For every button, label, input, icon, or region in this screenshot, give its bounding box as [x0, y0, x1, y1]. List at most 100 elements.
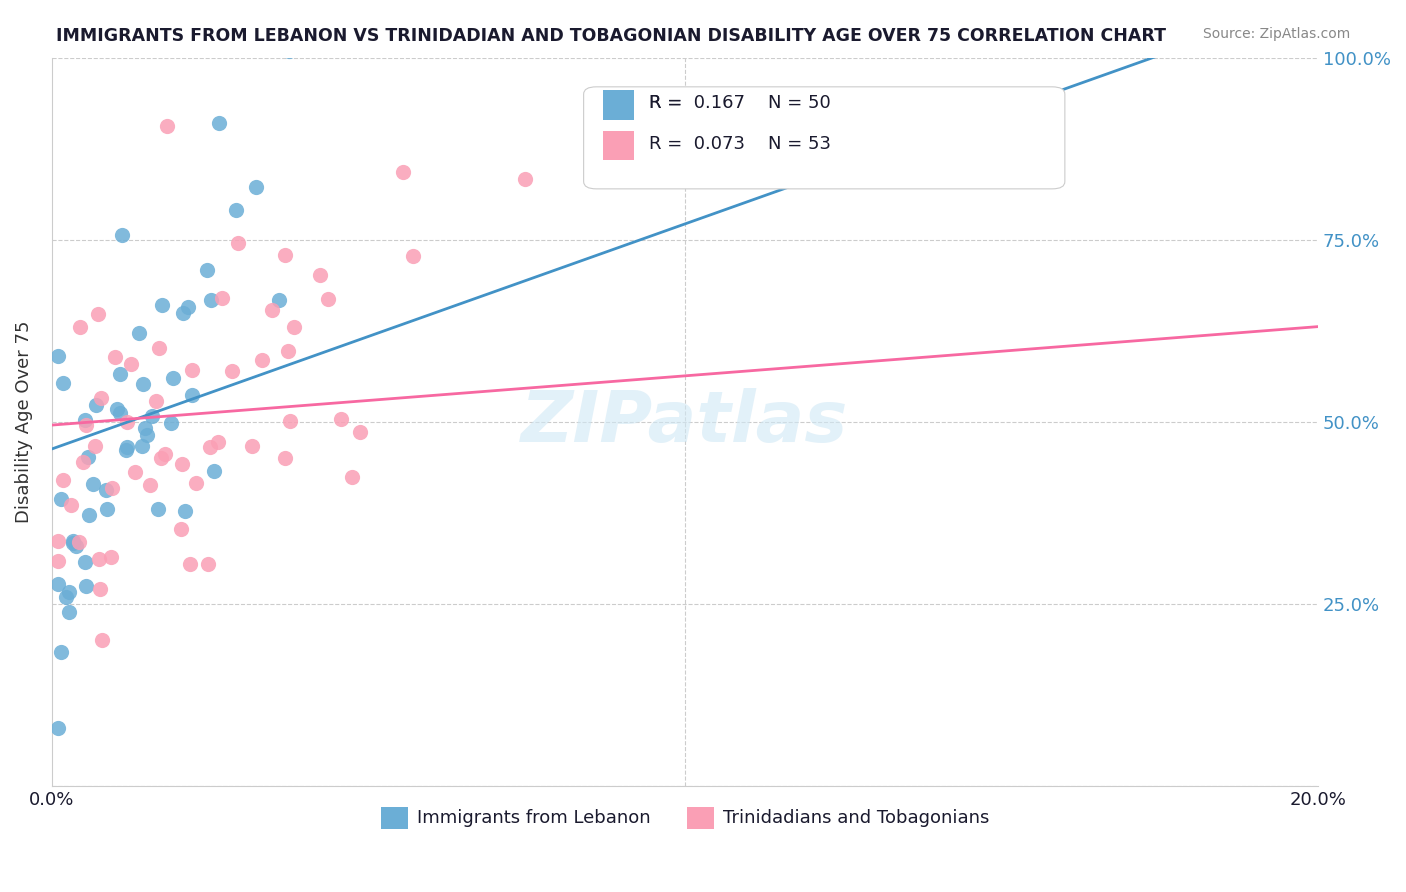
Point — [197, 557, 219, 571]
Point — [176, 300, 198, 314]
Point — [82, 476, 104, 491]
Point — [46, 349, 69, 363]
Point — [73, 555, 96, 569]
Point — [75, 578, 97, 592]
Point — [149, 451, 172, 466]
Point — [136, 427, 159, 442]
Point — [49, 492, 72, 507]
Point — [72, 455, 94, 469]
Point — [342, 470, 364, 484]
Point — [402, 249, 425, 263]
Point — [330, 411, 353, 425]
FancyBboxPatch shape — [583, 87, 1064, 189]
Point — [277, 343, 299, 358]
Point — [124, 465, 146, 479]
Point — [260, 303, 283, 318]
Point — [115, 415, 138, 429]
Point — [280, 414, 302, 428]
Point — [242, 439, 264, 453]
Point — [211, 291, 233, 305]
Point — [226, 235, 249, 250]
Point — [172, 457, 194, 471]
Point — [349, 425, 371, 439]
Point — [67, 535, 90, 549]
Point — [179, 557, 201, 571]
Point — [174, 504, 197, 518]
Point — [392, 165, 415, 179]
Point — [134, 421, 156, 435]
Point — [75, 418, 97, 433]
Point — [318, 293, 340, 307]
Point — [145, 394, 167, 409]
Point — [108, 367, 131, 381]
Point — [75, 413, 97, 427]
Text: IMMIGRANTS FROM LEBANON VS TRINIDADIAN AND TOBAGONIAN DISABILITY AGE OVER 75 COR: IMMIGRANTS FROM LEBANON VS TRINIDADIAN A… — [56, 27, 1166, 45]
Y-axis label: Disability Age Over 75: Disability Age Over 75 — [15, 321, 32, 524]
Point — [225, 202, 247, 217]
Point — [90, 391, 112, 405]
Point — [87, 307, 110, 321]
Point — [105, 402, 128, 417]
Point — [52, 473, 75, 487]
Point — [62, 534, 84, 549]
Point — [55, 590, 77, 604]
Point — [77, 450, 100, 464]
Point — [273, 450, 295, 465]
Point — [87, 552, 110, 566]
FancyBboxPatch shape — [603, 90, 634, 120]
Point — [332, 28, 354, 42]
FancyBboxPatch shape — [603, 130, 634, 160]
Point — [84, 439, 107, 453]
Point — [156, 120, 179, 134]
Text: R =  0.073    N = 53: R = 0.073 N = 53 — [650, 135, 831, 153]
Point — [170, 522, 193, 536]
Text: Source: ZipAtlas.com: Source: ZipAtlas.com — [1202, 27, 1350, 41]
Point — [138, 478, 160, 492]
Point — [131, 439, 153, 453]
Point — [162, 371, 184, 385]
Point — [308, 268, 330, 282]
Point — [46, 554, 69, 568]
Text: ZIPatlas: ZIPatlas — [522, 388, 849, 457]
Point — [60, 498, 83, 512]
Point — [150, 298, 173, 312]
Point — [132, 377, 155, 392]
Point — [181, 363, 204, 377]
Point — [96, 501, 118, 516]
Point — [89, 582, 111, 596]
Point — [153, 447, 176, 461]
Point — [120, 357, 142, 371]
Point — [46, 534, 69, 549]
Point — [208, 115, 231, 129]
Point — [46, 577, 69, 591]
Point — [111, 227, 134, 242]
Point — [84, 399, 107, 413]
Legend: Immigrants from Lebanon, Trinidadians and Tobagonians: Immigrants from Lebanon, Trinidadians an… — [374, 799, 997, 836]
Point — [515, 172, 537, 186]
Point — [200, 293, 222, 308]
Point — [207, 434, 229, 449]
Point — [115, 440, 138, 454]
Point — [52, 376, 75, 390]
Point — [180, 388, 202, 402]
Point — [184, 476, 207, 491]
Point — [69, 319, 91, 334]
Point — [49, 645, 72, 659]
Point — [141, 409, 163, 423]
Point — [148, 502, 170, 516]
Point — [245, 180, 267, 194]
Point — [160, 417, 183, 431]
Point — [104, 350, 127, 364]
Point — [58, 585, 80, 599]
Point — [202, 464, 225, 478]
Point — [128, 326, 150, 341]
Point — [198, 440, 221, 454]
Point — [77, 508, 100, 522]
Point — [100, 549, 122, 564]
Point — [94, 483, 117, 498]
Point — [267, 293, 290, 307]
Point — [172, 306, 194, 320]
Point — [283, 319, 305, 334]
Point — [91, 633, 114, 648]
Point — [195, 262, 218, 277]
